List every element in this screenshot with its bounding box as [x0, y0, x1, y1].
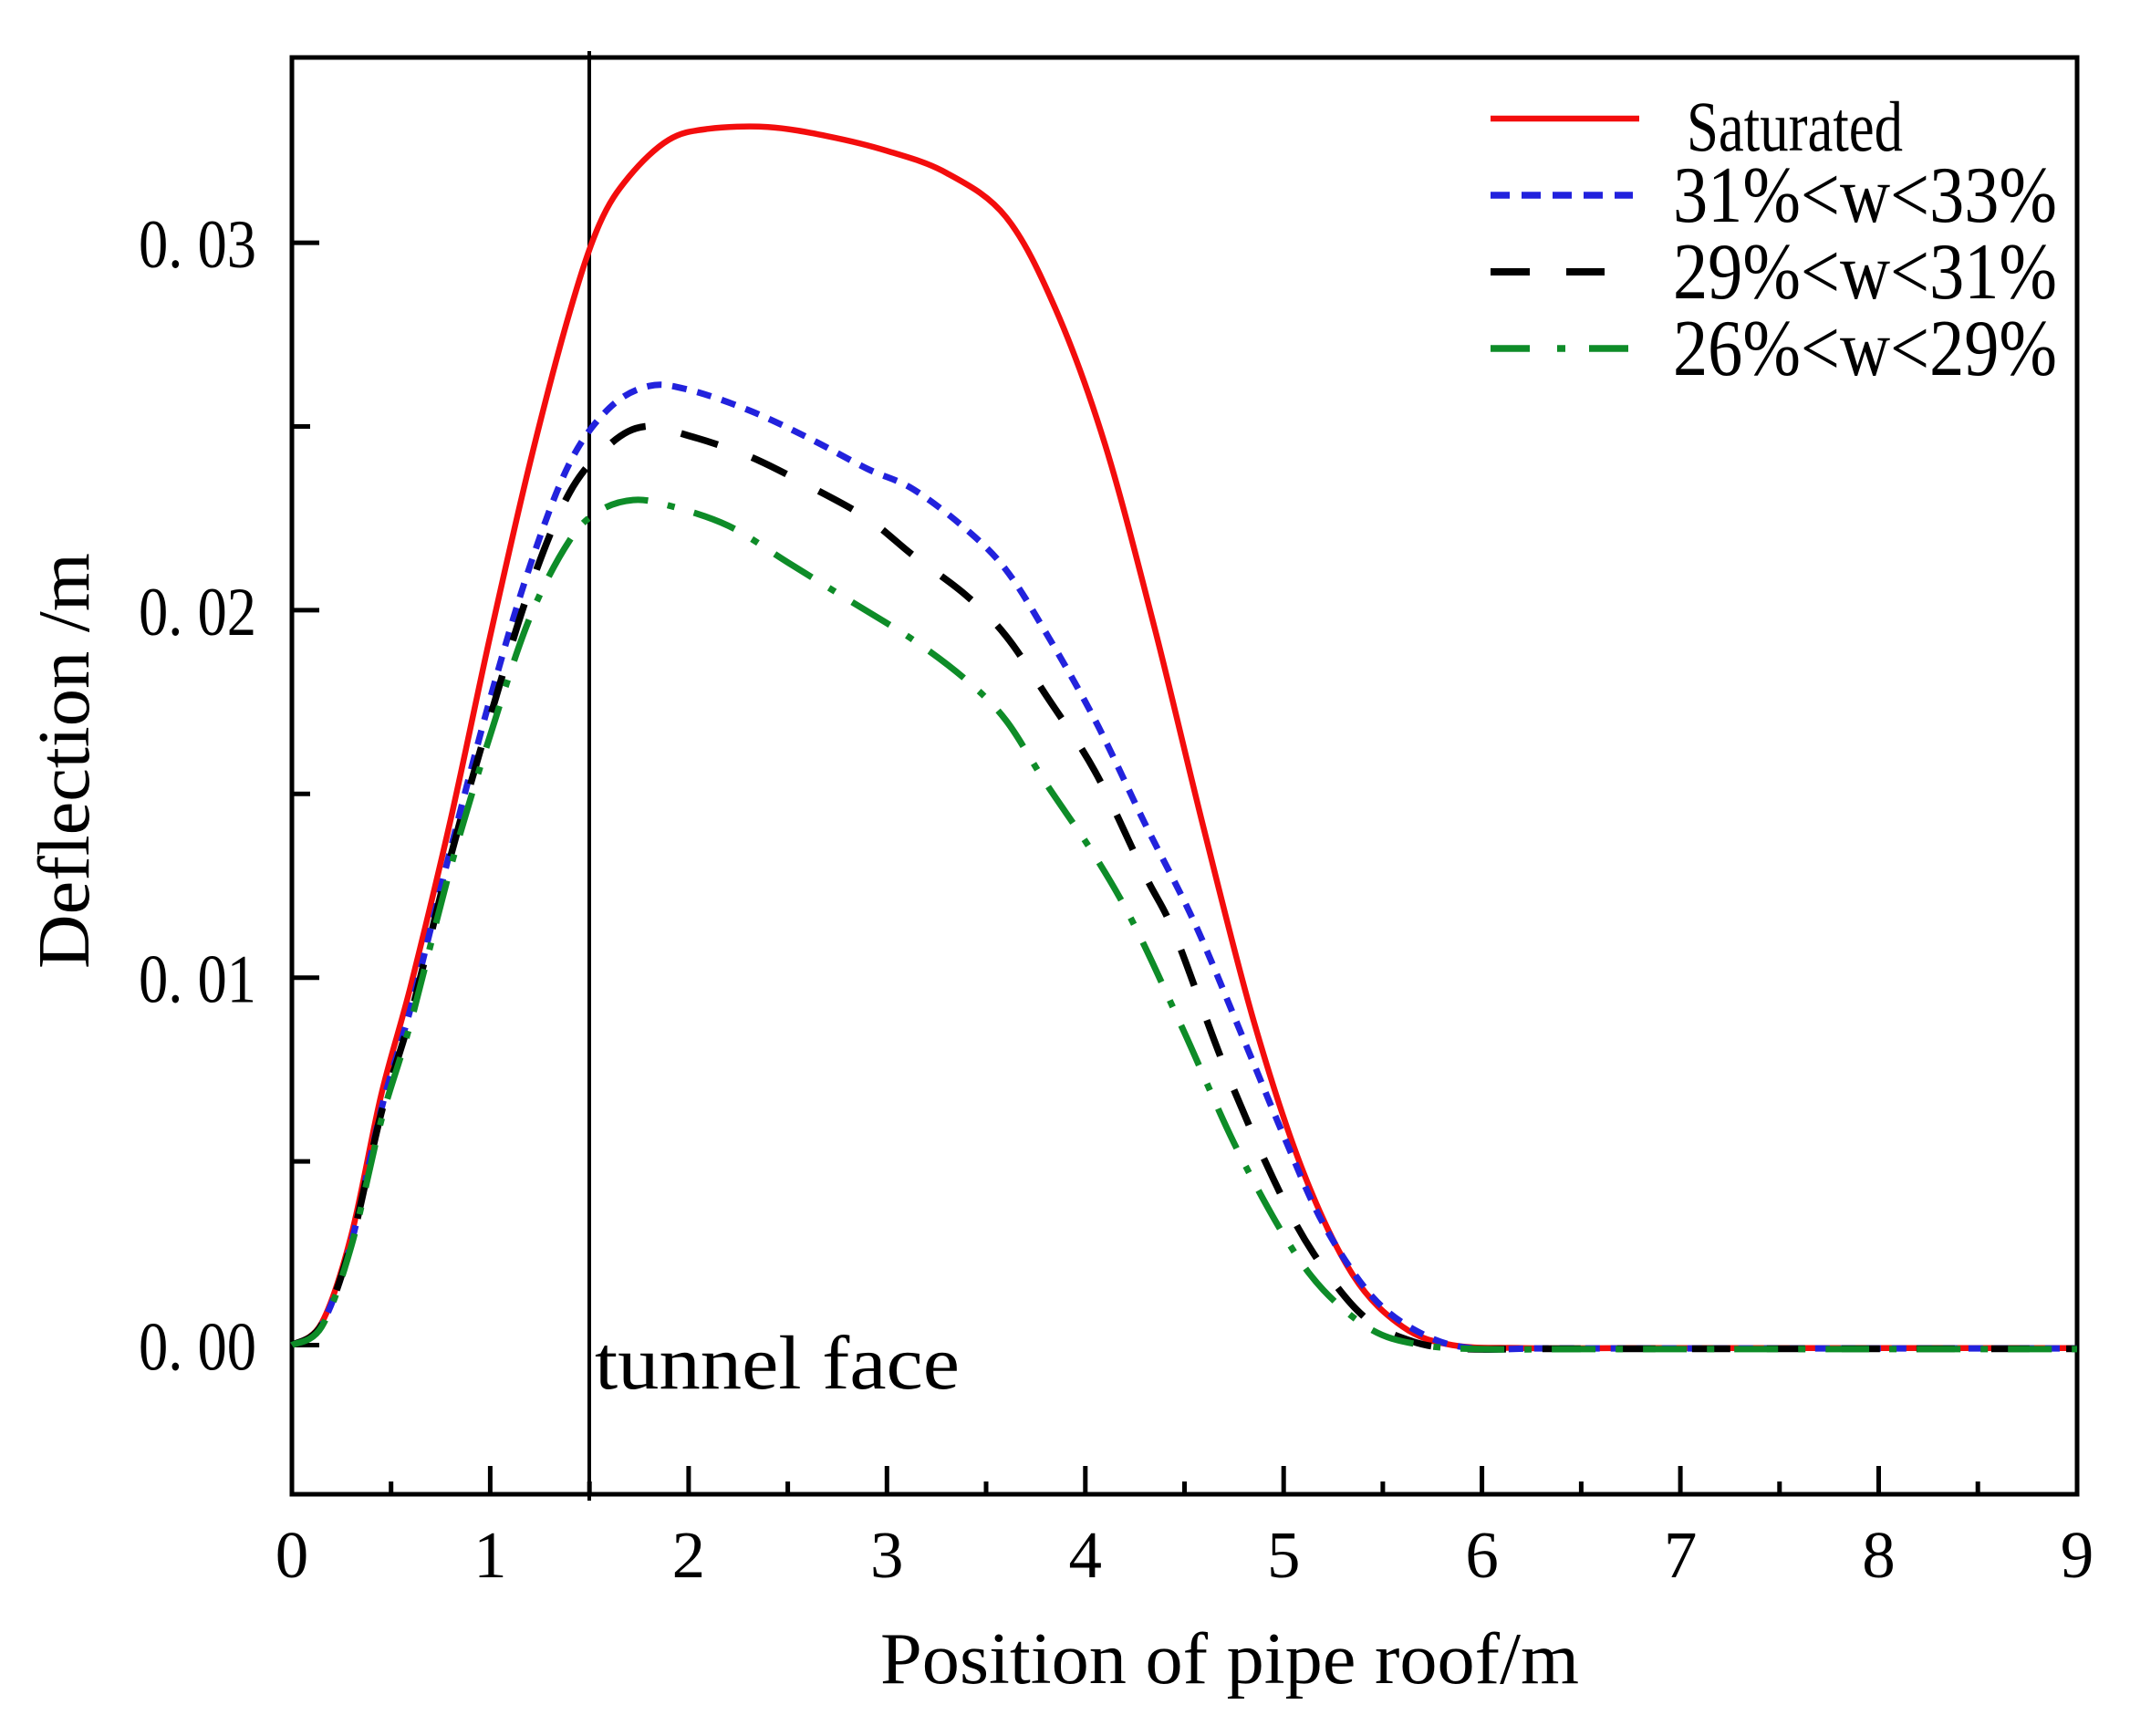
svg-text:31%<w<33%: 31%<w<33% [1673, 151, 2057, 240]
svg-text:2: 2 [672, 1518, 706, 1592]
svg-text:tunnel face: tunnel face [595, 1321, 960, 1406]
svg-text:0. 00: 0. 00 [139, 1310, 256, 1386]
svg-text:Deflection /m: Deflection /m [25, 553, 105, 969]
svg-text:9: 9 [2061, 1518, 2094, 1592]
svg-text:29%<w<31%: 29%<w<31% [1673, 228, 2057, 317]
svg-text:4: 4 [1069, 1518, 1103, 1592]
svg-text:5: 5 [1267, 1518, 1301, 1592]
svg-text:7: 7 [1664, 1518, 1698, 1592]
svg-text:0. 03: 0. 03 [139, 207, 256, 283]
svg-text:Saturated: Saturated [1687, 87, 1903, 166]
svg-text:Position of pipe roof/m: Position of pipe roof/m [880, 1619, 1579, 1700]
svg-text:0. 02: 0. 02 [139, 575, 256, 650]
svg-text:0. 01: 0. 01 [139, 942, 256, 1018]
svg-text:8: 8 [1862, 1518, 1896, 1592]
svg-text:1: 1 [473, 1518, 507, 1592]
svg-text:3: 3 [870, 1518, 904, 1592]
svg-text:0: 0 [275, 1518, 309, 1592]
svg-text:26%<w<29%: 26%<w<29% [1673, 305, 2057, 393]
svg-text:6: 6 [1465, 1518, 1499, 1592]
